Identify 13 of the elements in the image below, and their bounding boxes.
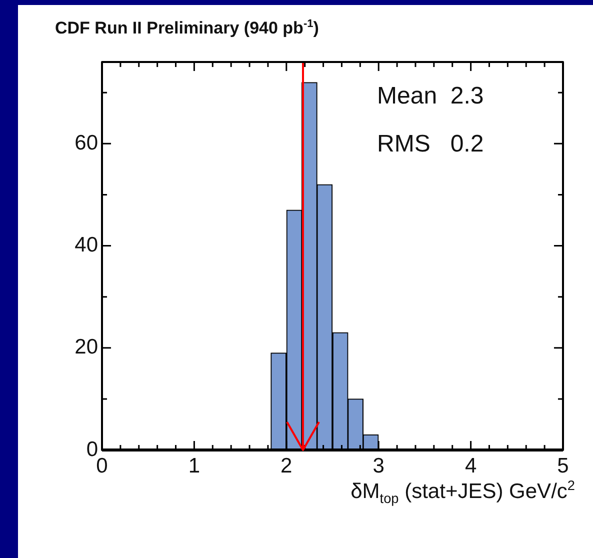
- y-tick-label: 0: [86, 438, 98, 461]
- x-tick-label: 4: [464, 454, 477, 478]
- x-axis-title: δM$_{top}$ (stat+JES) GeV/c$^{2}$: [350, 478, 575, 506]
- annotation: RMS 0.2: [377, 130, 484, 158]
- y-tick-label: 20: [74, 336, 98, 359]
- y-tick-label: 60: [74, 131, 98, 154]
- chart-title: CDF Run II Preliminary (940 pb$^{-1}$): [55, 18, 319, 39]
- x-tick-label: 2: [280, 454, 292, 478]
- x-tick-label: 3: [372, 454, 384, 478]
- annotation: Mean 2.3: [377, 82, 484, 110]
- x-tick-label: 5: [557, 454, 569, 478]
- y-tick-label: 40: [74, 234, 98, 257]
- x-tick-label: 1: [188, 454, 200, 478]
